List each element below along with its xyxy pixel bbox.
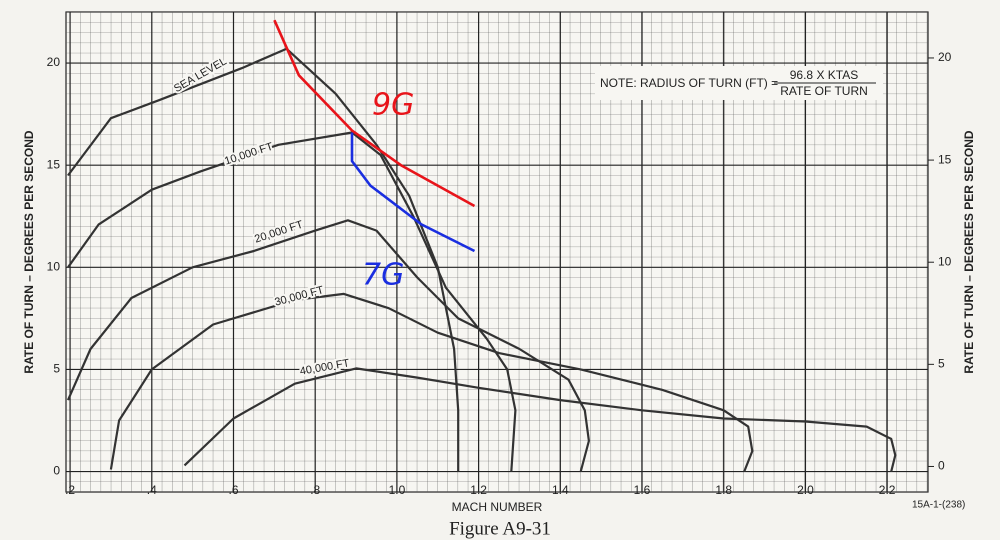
y-tick-label: 20 bbox=[47, 55, 61, 69]
note-prefix: NOTE: RADIUS OF TURN (FT) = bbox=[600, 76, 778, 90]
x-tick-label: 1.8 bbox=[715, 483, 732, 497]
figure-code: 15A-1-(238) bbox=[912, 500, 965, 511]
note-numerator: 96.8 X KTAS bbox=[790, 68, 858, 82]
series-line bbox=[67, 47, 460, 472]
note-denominator: RATE OF TURN bbox=[780, 84, 868, 98]
series-label: 7G bbox=[362, 258, 404, 293]
series-line bbox=[183, 367, 897, 472]
y2-axis-label: RATE OF TURN – DEGREES PER SECOND bbox=[962, 130, 976, 373]
y-axis-label: RATE OF TURN – DEGREES PER SECOND bbox=[22, 130, 36, 373]
y2-tick-label: 5 bbox=[938, 357, 945, 371]
x-tick-label: .6 bbox=[228, 483, 238, 497]
y-tick-label: 0 bbox=[53, 464, 60, 478]
y2-tick-label: 20 bbox=[938, 50, 952, 64]
y2-tick-label: 15 bbox=[938, 152, 952, 166]
y-tick-label: 5 bbox=[53, 362, 60, 376]
x-tick-label: 1.2 bbox=[470, 483, 487, 497]
x-tick-label: 1.0 bbox=[389, 483, 406, 497]
y2-tick-label: 10 bbox=[938, 254, 952, 268]
x-tick-label: 1.6 bbox=[634, 483, 651, 497]
series-line bbox=[350, 132, 476, 253]
x-tick-label: 2.0 bbox=[797, 483, 814, 497]
x-tick-label: .4 bbox=[147, 483, 157, 497]
y-tick-label: 10 bbox=[47, 259, 61, 273]
series-line bbox=[109, 292, 754, 473]
x-axis-label: MACH NUMBER bbox=[452, 500, 543, 514]
series-label: 9G bbox=[372, 88, 414, 123]
series-line bbox=[67, 131, 517, 472]
y2-tick-label: 0 bbox=[938, 459, 945, 473]
series-line bbox=[273, 19, 476, 208]
x-tick-label: .2 bbox=[65, 483, 75, 497]
y-tick-label: 15 bbox=[47, 157, 61, 171]
x-tick-label: .8 bbox=[310, 483, 320, 497]
figure-caption: Figure A9-31 bbox=[449, 518, 551, 539]
x-tick-label: 1.4 bbox=[552, 483, 569, 497]
series-line bbox=[66, 219, 590, 472]
x-tick-label: 2.2 bbox=[879, 483, 896, 497]
